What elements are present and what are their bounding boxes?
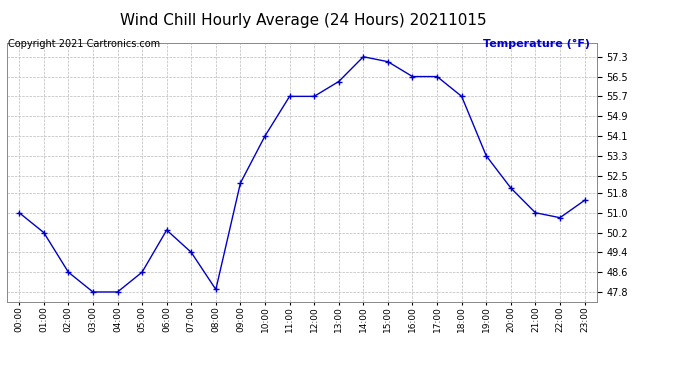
Text: Copyright 2021 Cartronics.com: Copyright 2021 Cartronics.com — [8, 39, 160, 50]
Text: Temperature (°F): Temperature (°F) — [483, 39, 590, 50]
Text: Wind Chill Hourly Average (24 Hours) 20211015: Wind Chill Hourly Average (24 Hours) 202… — [120, 13, 487, 28]
